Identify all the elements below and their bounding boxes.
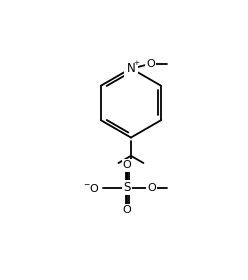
Text: $\mathregular{^{-}O}$: $\mathregular{^{-}O}$ [83,181,100,193]
Text: O: O [123,205,131,215]
Text: $\mathregular{N}$: $\mathregular{N}$ [126,62,136,75]
Text: S: S [124,181,131,194]
Text: O: O [147,183,156,193]
Text: O: O [147,59,155,69]
Text: +: + [133,60,139,66]
Text: O: O [123,160,131,171]
